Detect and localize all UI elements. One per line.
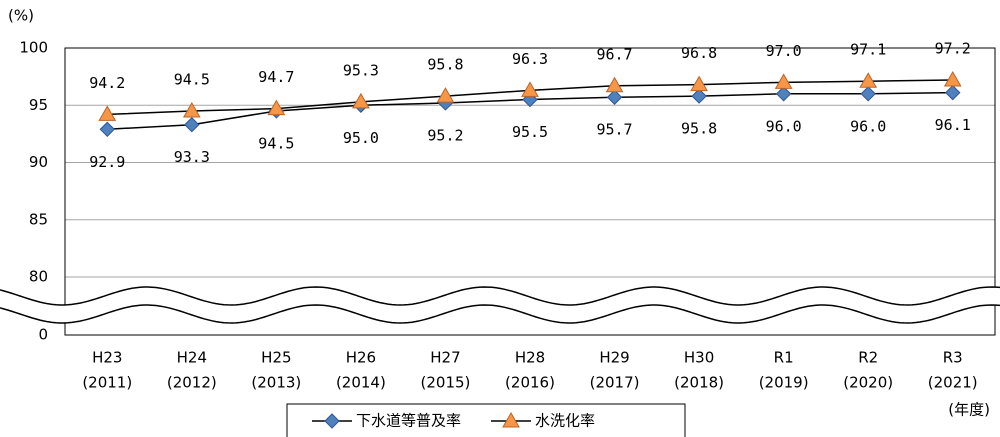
- x-tick-label: H24: [177, 349, 207, 367]
- point: [691, 88, 707, 104]
- x-tick-label: H29: [599, 349, 629, 367]
- x-tick-label: H28: [515, 349, 545, 367]
- axis-break-fill: [0, 287, 1000, 323]
- x-tick-label: (2018): [674, 374, 724, 392]
- data-label: 96.3: [512, 50, 548, 68]
- x-tick-label: R3: [943, 349, 963, 367]
- axis-break-line: [0, 286, 1000, 306]
- x-tick-label: (2017): [590, 374, 640, 392]
- x-tick-label: (2020): [843, 374, 893, 392]
- point: [775, 86, 792, 102]
- legend-box: [286, 403, 686, 437]
- x-tick-label: (2013): [251, 374, 301, 392]
- plot-border: [64, 47, 996, 336]
- data-label: 97.1: [850, 41, 886, 59]
- data-label: 95.8: [427, 56, 463, 74]
- data-label: 94.7: [258, 68, 294, 86]
- y-unit: (%): [8, 7, 34, 25]
- legend-item: 下水道等普及率: [312, 412, 461, 430]
- y-tick-label: 95: [29, 96, 48, 114]
- y-tick-label: 0: [38, 326, 48, 344]
- point: [352, 92, 370, 109]
- data-label: 96.7: [596, 45, 632, 63]
- point: [943, 71, 962, 87]
- y-tick-label: 85: [29, 210, 48, 228]
- point: [184, 117, 200, 133]
- x-tick-label: H30: [684, 349, 714, 367]
- x-tick-label: (2016): [505, 374, 555, 392]
- legend-label: 水洗化率: [535, 412, 595, 430]
- point: [774, 73, 793, 89]
- x-unit: (年度): [948, 401, 990, 419]
- data-label: 96.8: [681, 44, 717, 62]
- x-tick-label: H23: [92, 349, 122, 367]
- point: [690, 75, 708, 92]
- legend-marker: [324, 413, 340, 429]
- point: [267, 99, 286, 116]
- point: [945, 84, 961, 101]
- data-label: 96.0: [766, 117, 802, 135]
- data-label: 95.3: [343, 61, 379, 79]
- legend-marker: [502, 411, 520, 428]
- x-tick-label: (2012): [167, 374, 217, 392]
- data-label: 95.8: [681, 120, 717, 138]
- x-tick-label: (2015): [421, 374, 471, 392]
- x-tick-label: R1: [774, 349, 794, 367]
- data-label: 95.5: [512, 123, 548, 141]
- data-label: 93.3: [174, 148, 210, 166]
- y-tick-label: 80: [29, 268, 48, 286]
- axis-break-line: [0, 304, 1000, 324]
- data-label: 96.1: [935, 116, 971, 134]
- y-tick-label: 90: [29, 153, 48, 171]
- legend-label: 下水道等普及率: [356, 412, 461, 430]
- x-tick-label: H25: [261, 349, 291, 367]
- x-tick-label: (2011): [82, 374, 132, 392]
- point: [182, 101, 201, 118]
- legend-item: 水洗化率: [491, 412, 595, 430]
- point: [98, 105, 117, 121]
- data-label: 97.2: [935, 40, 971, 58]
- data-label: 96.0: [850, 117, 886, 135]
- point: [606, 89, 623, 105]
- data-label: 95.7: [596, 121, 632, 139]
- y-tick-label: 100: [19, 39, 48, 57]
- point: [521, 81, 539, 97]
- data-label: 92.9: [89, 153, 125, 171]
- x-tick-label: H27: [430, 349, 460, 367]
- data-label: 94.5: [174, 70, 210, 88]
- data-label: 95.2: [427, 126, 463, 144]
- point: [859, 72, 878, 88]
- point: [436, 87, 455, 103]
- x-tick-label: H26: [346, 349, 376, 367]
- point: [605, 76, 624, 93]
- data-label: 95.0: [343, 129, 379, 147]
- point: [99, 121, 115, 138]
- point: [860, 86, 876, 102]
- data-label: 94.5: [258, 134, 294, 152]
- x-tick-label: (2014): [336, 374, 386, 392]
- x-tick-label: (2019): [759, 374, 809, 392]
- x-tick-label: (2021): [928, 374, 978, 392]
- x-tick-label: R2: [858, 349, 878, 367]
- data-label: 97.0: [766, 42, 802, 60]
- data-label: 94.2: [89, 74, 125, 92]
